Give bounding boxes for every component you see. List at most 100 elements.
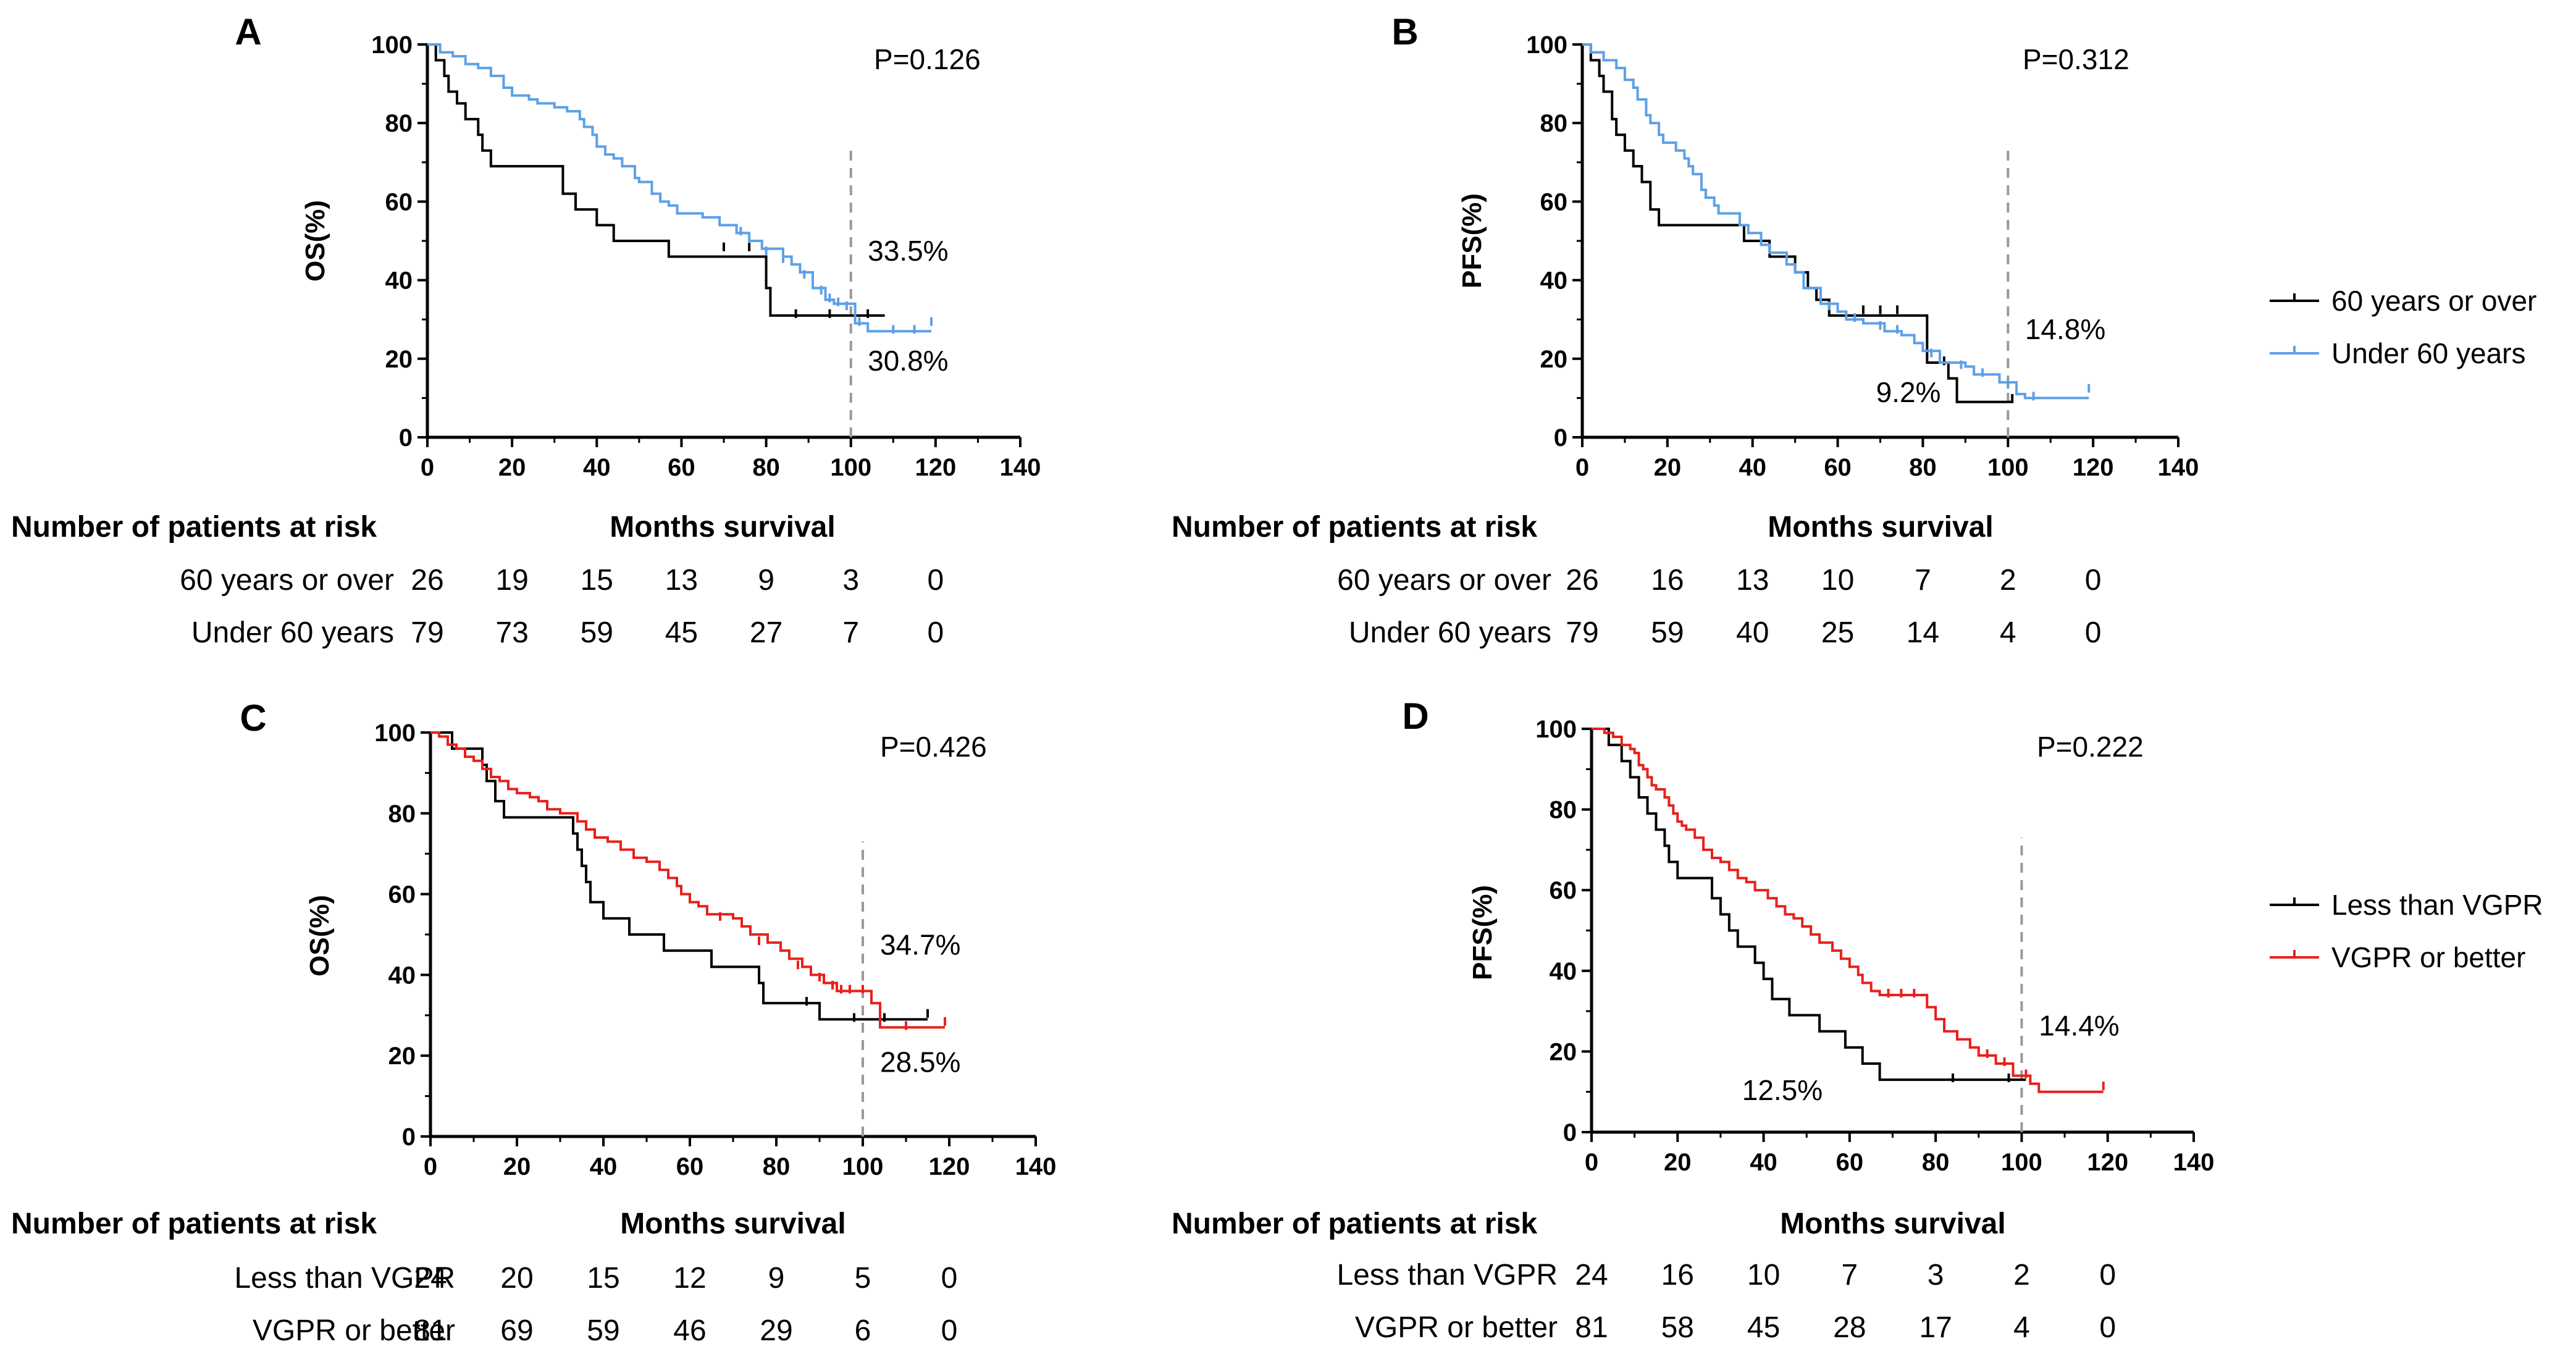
y-tick-label: 80 [1550, 797, 1577, 824]
risk-count: 0 [2099, 1259, 2116, 1292]
risk-count: 7 [1842, 1259, 1858, 1292]
x-tick-label: 0 [1585, 1149, 1598, 1176]
risk-count: 19 [495, 564, 528, 597]
risk-count: 13 [1736, 564, 1769, 597]
p-value: P=0.312 [2023, 43, 2129, 75]
panel-letter: D [1402, 695, 1429, 737]
risk-count: 69 [500, 1314, 533, 1347]
risk-count: 15 [581, 564, 613, 597]
y-tick-label: 0 [1554, 424, 1567, 452]
panel-letter: A [235, 11, 261, 52]
risk-count: 28 [1833, 1311, 1866, 1344]
x-tick-label: 120 [2073, 454, 2114, 481]
y-tick-label: 100 [1535, 716, 1577, 743]
x-tick-label: 40 [590, 1153, 618, 1180]
risk-count: 79 [1566, 616, 1598, 649]
risk-count: 0 [941, 1262, 958, 1295]
y-tick-label: 40 [1540, 267, 1568, 295]
survival-annotation: 12.5% [1742, 1074, 1823, 1106]
y-tick-label: 40 [388, 962, 416, 989]
x-tick-label: 20 [1664, 1149, 1692, 1176]
km-curve-series-1 [427, 43, 931, 333]
risk-count: 12 [673, 1262, 706, 1295]
y-tick-label: 0 [402, 1124, 416, 1151]
x-tick-label: 100 [1987, 454, 2029, 481]
p-value: P=0.126 [874, 43, 981, 75]
risk-table-title: Number of patients at risk [1172, 511, 1537, 544]
risk-count: 3 [1928, 1259, 1944, 1292]
y-tick-label: 80 [1540, 110, 1568, 137]
risk-row-label: Less than VGPR [234, 1262, 455, 1295]
risk-count: 16 [1651, 564, 1684, 597]
risk-count: 13 [665, 564, 698, 597]
risk-count: 2 [2000, 564, 2016, 597]
risk-count: 26 [1566, 564, 1598, 597]
risk-count: 15 [587, 1262, 619, 1295]
risk-count: 0 [928, 616, 944, 649]
x-tick-label: 80 [1922, 1149, 1950, 1176]
survival-annotation: 28.5% [880, 1046, 960, 1078]
risk-count: 0 [928, 564, 944, 597]
km-panel-a: A P=0.126 0 20 40 60 80 100 120 140 0 20 40 60 80 100 OS… [11, 11, 1041, 649]
risk-count: 0 [2099, 1311, 2116, 1344]
y-tick-label: 0 [1563, 1119, 1577, 1146]
x-tick-label: 60 [668, 454, 695, 481]
risk-row-label: 60 years or over [180, 564, 394, 597]
x-tick-label: 80 [1909, 454, 1937, 481]
risk-table-title: Number of patients at risk [11, 511, 377, 544]
risk-row-label: Under 60 years [1349, 616, 1551, 649]
y-tick-label: 100 [371, 32, 413, 59]
y-axis-title: PFS(%) [1467, 885, 1498, 980]
y-tick-label: 60 [1540, 188, 1568, 216]
x-axis-title: Months survival [1768, 511, 1993, 544]
risk-count: 7 [1915, 564, 1931, 597]
risk-table-title: Number of patients at risk [1172, 1208, 1537, 1240]
y-tick-label: 20 [1540, 346, 1568, 373]
risk-count: 59 [581, 616, 613, 649]
x-axis-title: Months survival [620, 1208, 845, 1240]
x-tick-label: 0 [1575, 454, 1589, 481]
y-tick-label: 60 [385, 188, 413, 216]
risk-count: 59 [587, 1314, 619, 1347]
risk-count: 79 [411, 616, 443, 649]
survival-annotation: 14.8% [2025, 313, 2105, 345]
legend-entry: Less than VGPR [2331, 889, 2543, 921]
risk-table-title: Number of patients at risk [11, 1208, 377, 1240]
legend-entry: VGPR or better [2331, 941, 2525, 973]
risk-count: 9 [758, 564, 774, 597]
risk-count: 24 [414, 1262, 447, 1295]
risk-count: 46 [673, 1314, 706, 1347]
x-tick-label: 80 [763, 1153, 791, 1180]
risk-count: 5 [855, 1262, 871, 1295]
y-axis-title: OS(%) [300, 200, 330, 282]
risk-count: 10 [1821, 564, 1854, 597]
x-tick-label: 40 [1739, 454, 1766, 481]
risk-count: 59 [1651, 616, 1684, 649]
y-tick-label: 20 [385, 346, 413, 373]
km-curve-series-0 [1592, 728, 2026, 1082]
risk-count: 58 [1661, 1311, 1694, 1344]
risk-count: 20 [500, 1262, 533, 1295]
risk-row-label: Under 60 years [191, 616, 394, 649]
risk-count: 40 [1736, 616, 1769, 649]
risk-row-label: VGPR or better [253, 1314, 455, 1347]
x-tick-label: 20 [498, 454, 526, 481]
legend-entry: 60 years or over [2331, 285, 2536, 317]
risk-count: 24 [1575, 1259, 1608, 1292]
x-tick-label: 20 [503, 1153, 531, 1180]
y-tick-label: 40 [385, 267, 413, 295]
risk-count: 81 [1575, 1311, 1608, 1344]
y-tick-label: 100 [1526, 32, 1567, 59]
p-value: P=0.222 [2037, 731, 2144, 763]
risk-count: 45 [1747, 1311, 1780, 1344]
survival-annotation: 34.7% [880, 929, 960, 961]
y-axis-title: OS(%) [304, 895, 335, 976]
x-tick-label: 40 [583, 454, 611, 481]
risk-count: 9 [768, 1262, 785, 1295]
risk-count: 81 [414, 1314, 447, 1347]
risk-count: 0 [2085, 616, 2102, 649]
risk-row-label: 60 years or over [1337, 564, 1551, 597]
risk-count: 4 [2000, 616, 2016, 649]
x-tick-label: 100 [830, 454, 871, 481]
